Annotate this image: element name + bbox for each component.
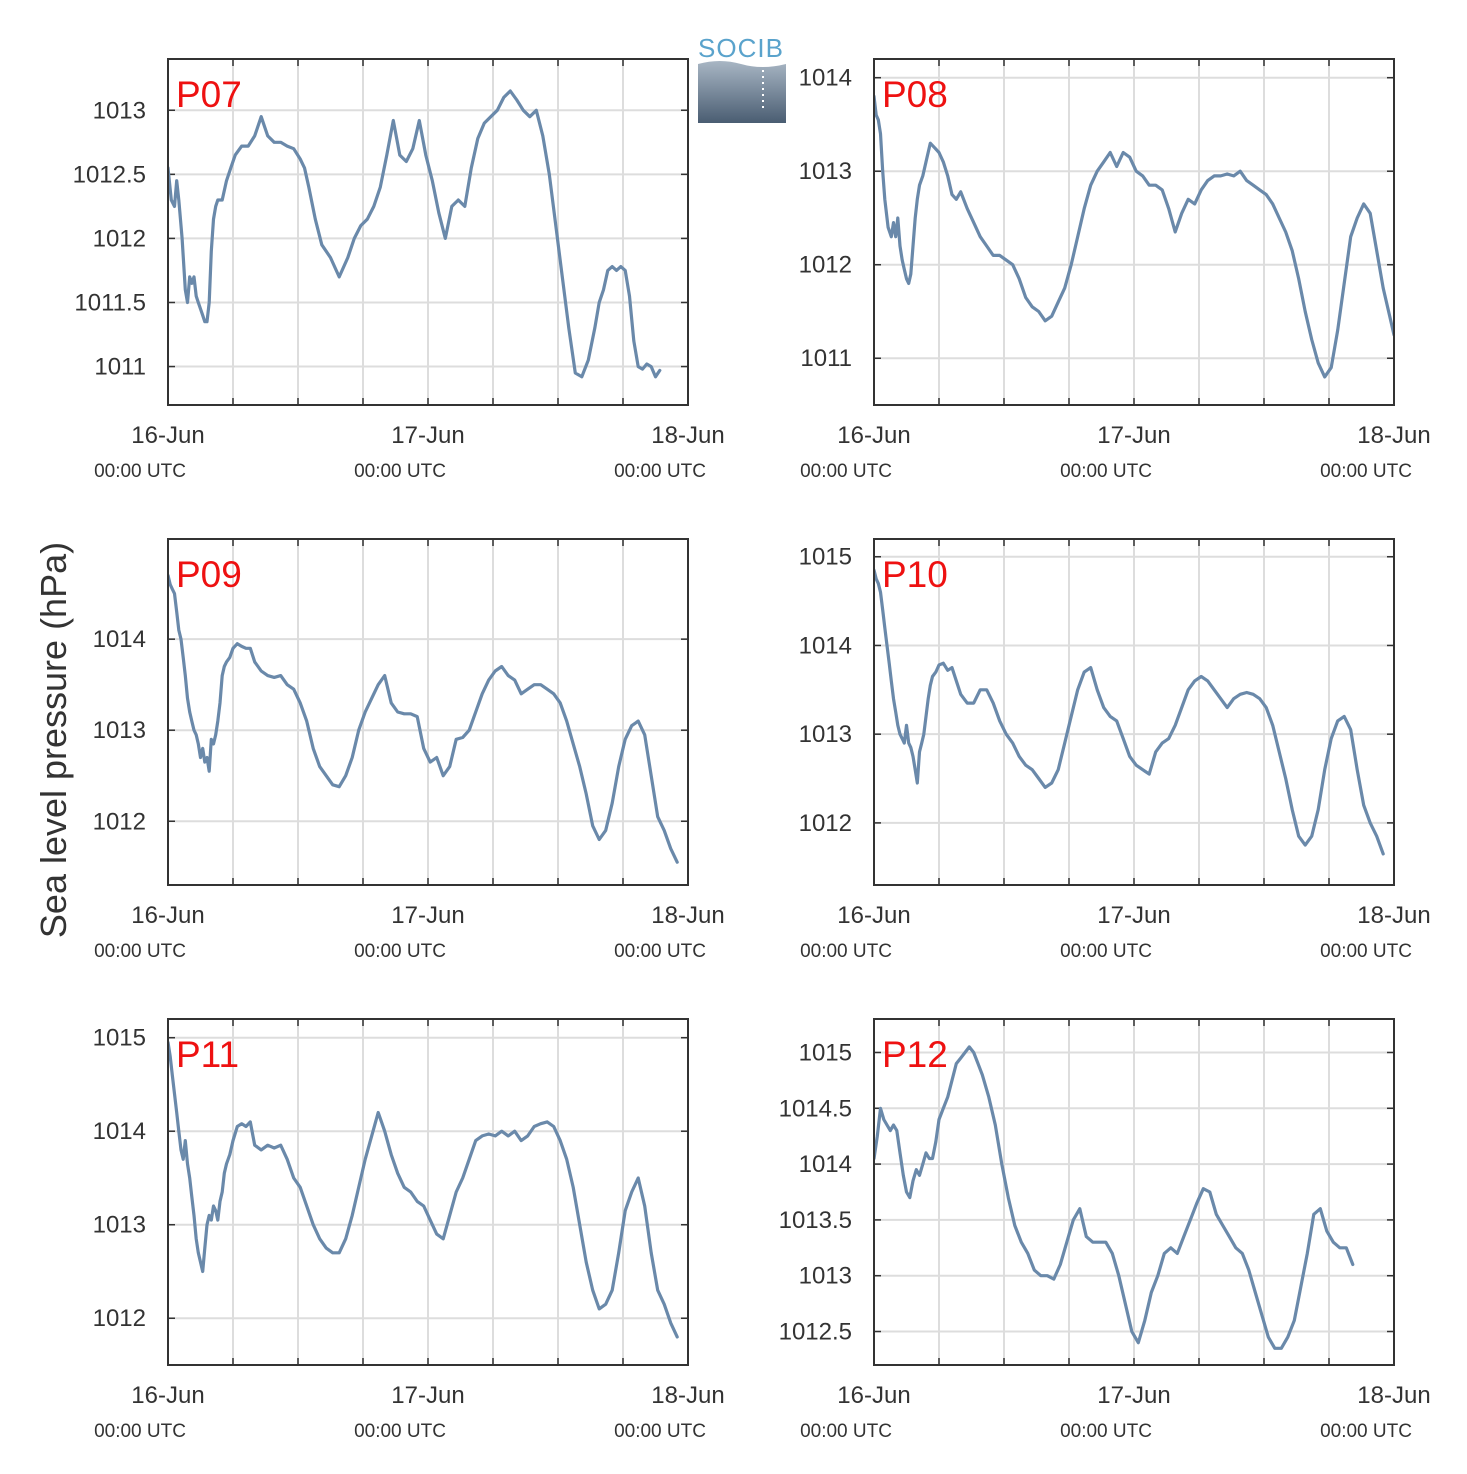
y-tick-label: 1013 bbox=[93, 1212, 146, 1239]
x-tick-sublabel: 00:00 UTC bbox=[614, 941, 706, 962]
x-tick-label: 16-Jun bbox=[837, 902, 910, 929]
y-tick-label: 1012 bbox=[799, 252, 852, 279]
y-tick-label: 1013 bbox=[93, 717, 146, 744]
plot-frame bbox=[873, 58, 1395, 406]
x-tick-sublabel: 00:00 UTC bbox=[94, 1421, 186, 1442]
x-tick-sublabel: 00:00 UTC bbox=[1320, 461, 1412, 482]
y-tick-label: 1011.5 bbox=[74, 289, 146, 316]
panel-title: P12 bbox=[882, 1034, 948, 1075]
y-tick-label: 1014 bbox=[799, 65, 852, 92]
x-tick-label: 17-Jun bbox=[1097, 422, 1170, 449]
x-tick-sublabel: 00:00 UTC bbox=[1060, 941, 1152, 962]
panel-title: P08 bbox=[882, 74, 948, 115]
y-tick-label: 1012.5 bbox=[779, 1319, 852, 1346]
x-tick-label: 18-Jun bbox=[651, 422, 724, 449]
panel-p12: 1012.5 1013 1013.5 1014 1014.5 1015 16-Jun 00:0… bbox=[779, 1018, 1431, 1442]
plot-frame bbox=[167, 1018, 689, 1366]
plot-frame bbox=[873, 1018, 1395, 1366]
x-tick-label: 16-Jun bbox=[131, 902, 204, 929]
x-tick-sublabel: 00:00 UTC bbox=[1060, 461, 1152, 482]
plot-frame bbox=[167, 538, 689, 886]
y-tick-label: 1015 bbox=[799, 1039, 852, 1066]
x-tick-sublabel: 00:00 UTC bbox=[94, 461, 186, 482]
x-tick-label: 16-Jun bbox=[837, 422, 910, 449]
x-tick-label: 17-Jun bbox=[1097, 902, 1170, 929]
x-tick-sublabel: 00:00 UTC bbox=[94, 941, 186, 962]
x-tick-label: 17-Jun bbox=[391, 422, 464, 449]
series-line-p12 bbox=[874, 1045, 1355, 1350]
x-tick-label: 17-Jun bbox=[391, 1382, 464, 1409]
x-tick-label: 18-Jun bbox=[651, 902, 724, 929]
x-tick-sublabel: 00:00 UTC bbox=[614, 1421, 706, 1442]
y-tick-label: 1013 bbox=[799, 158, 852, 185]
y-tick-label: 1014 bbox=[799, 1151, 852, 1178]
panel-p09: 1012 1013 1014 16-Jun 00:00 UTC 17-Jun 00:00 U… bbox=[93, 538, 725, 962]
x-tick-label: 16-Jun bbox=[131, 422, 204, 449]
x-tick-label: 16-Jun bbox=[131, 1382, 204, 1409]
plot-frame bbox=[873, 538, 1395, 886]
x-tick-label: 18-Jun bbox=[1357, 1382, 1430, 1409]
x-tick-sublabel: 00:00 UTC bbox=[800, 941, 892, 962]
y-tick-label: 1015 bbox=[93, 1025, 146, 1052]
plot-frame bbox=[167, 58, 689, 406]
x-tick-sublabel: 00:00 UTC bbox=[1320, 941, 1412, 962]
y-tick-label: 1014.5 bbox=[779, 1095, 852, 1122]
y-tick-label: 1012 bbox=[93, 225, 146, 252]
x-tick-label: 18-Jun bbox=[651, 1382, 724, 1409]
y-tick-label: 1011 bbox=[94, 354, 146, 381]
x-tick-label: 17-Jun bbox=[1097, 1382, 1170, 1409]
panel-p11: 1012 1013 1014 1015 16-Jun 00:00 UTC 17-Jun 00:… bbox=[93, 1018, 725, 1442]
panel-title: P11 bbox=[176, 1034, 239, 1075]
x-tick-sublabel: 00:00 UTC bbox=[1320, 1421, 1412, 1442]
y-tick-label: 1012 bbox=[799, 810, 852, 837]
socib-logo: SOCIB bbox=[698, 33, 786, 123]
panel-p07: 1011 1011.5 1012 1012.5 1013 16-Jun 00:00 UTC 1… bbox=[73, 58, 725, 482]
x-tick-label: 16-Jun bbox=[837, 1382, 910, 1409]
y-tick-label: 1014 bbox=[799, 632, 852, 659]
y-tick-label: 1011 bbox=[800, 345, 852, 372]
y-tick-label: 1013.5 bbox=[779, 1207, 852, 1234]
x-tick-sublabel: 00:00 UTC bbox=[800, 461, 892, 482]
panel-title: P10 bbox=[882, 554, 948, 595]
y-tick-label: 1015 bbox=[799, 544, 852, 571]
x-tick-sublabel: 00:00 UTC bbox=[354, 1421, 446, 1442]
x-tick-sublabel: 00:00 UTC bbox=[800, 1421, 892, 1442]
y-tick-label: 1012.5 bbox=[73, 161, 146, 188]
panel-p08: 1011 1012 1013 1014 16-Jun 00:00 UTC 17-Jun 00:… bbox=[799, 58, 1431, 482]
x-tick-sublabel: 00:00 UTC bbox=[614, 461, 706, 482]
x-tick-label: 17-Jun bbox=[391, 902, 464, 929]
y-tick-label: 1013 bbox=[93, 97, 146, 124]
x-tick-sublabel: 00:00 UTC bbox=[354, 461, 446, 482]
y-tick-label: 1013 bbox=[799, 1263, 852, 1290]
y-tick-label: 1013 bbox=[799, 721, 852, 748]
panel-title: P07 bbox=[176, 74, 242, 115]
panel-title: P09 bbox=[176, 554, 242, 595]
series-line-p11 bbox=[168, 1040, 679, 1339]
x-tick-sublabel: 00:00 UTC bbox=[354, 941, 446, 962]
y-tick-label: 1014 bbox=[93, 1118, 146, 1145]
series-line-p08 bbox=[874, 94, 1394, 379]
series-line-p10 bbox=[874, 568, 1385, 856]
x-tick-label: 18-Jun bbox=[1357, 902, 1430, 929]
y-tick-label: 1014 bbox=[93, 626, 146, 653]
figure-y-axis-label: Sea level pressure (hPa) bbox=[33, 542, 74, 938]
y-tick-label: 1012 bbox=[93, 808, 146, 835]
series-line-p07 bbox=[168, 89, 662, 379]
x-tick-label: 18-Jun bbox=[1357, 422, 1430, 449]
y-tick-label: 1012 bbox=[93, 1305, 146, 1332]
panel-p10: 1012 1013 1014 1015 16-Jun 00:00 UTC 17-Jun 00:… bbox=[799, 538, 1431, 962]
socib-logo-text: SOCIB bbox=[698, 33, 784, 63]
series-line-p09 bbox=[168, 573, 679, 864]
x-tick-sublabel: 00:00 UTC bbox=[1060, 1421, 1152, 1442]
